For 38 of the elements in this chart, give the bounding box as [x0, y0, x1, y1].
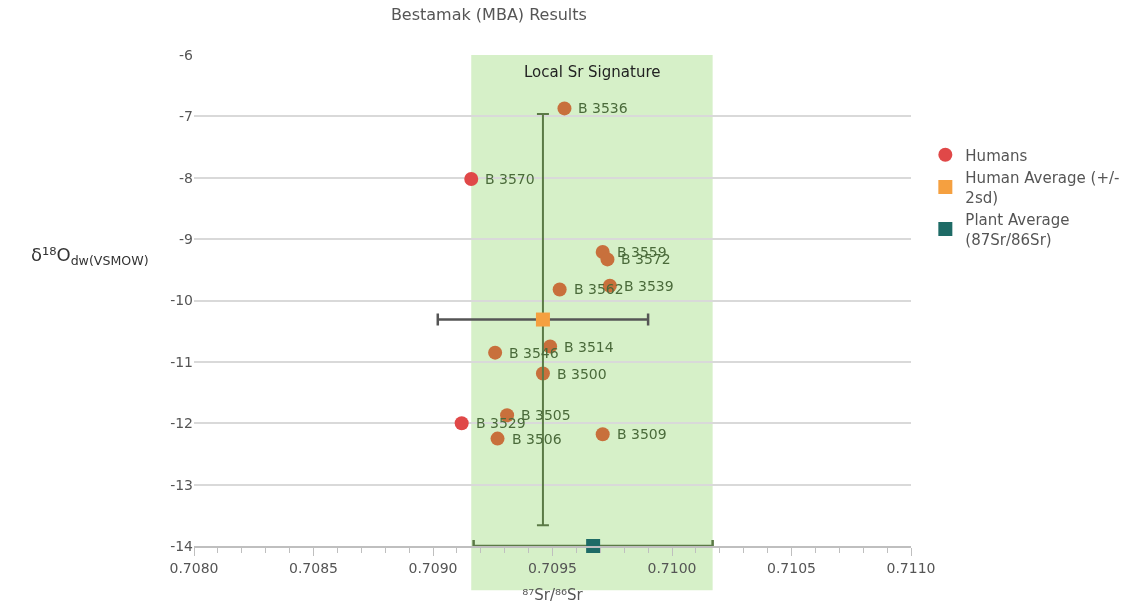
- point: [535, 312, 550, 327]
- x-tick-label: 0.7100: [647, 559, 697, 576]
- annotation: B 3509: [617, 426, 667, 442]
- x-tick-label: 0.7095: [528, 559, 577, 576]
- point: [454, 416, 469, 431]
- x-tick-label: 0.7080: [169, 559, 219, 576]
- x-tick-label: 0.7110: [886, 559, 936, 576]
- legend-label: Human Average (+/- 2sd): [965, 169, 1120, 207]
- y-tick-label: -6: [179, 46, 194, 63]
- annotation: B 3514: [564, 339, 614, 355]
- x-tick-label: 0.7085: [289, 559, 338, 576]
- y-tick-label: -10: [170, 292, 193, 309]
- x-tick-label: 0.7090: [408, 559, 458, 576]
- y-tick-label: -7: [179, 108, 193, 125]
- point: [600, 252, 615, 267]
- y-tick-label: -13: [170, 476, 193, 493]
- point: [490, 431, 505, 446]
- y-tick-label: -8: [179, 169, 193, 186]
- legend-label: Humans: [965, 146, 1028, 165]
- x-axis-title: ⁸⁷Sr/⁸⁶Sr: [522, 586, 584, 605]
- point: [464, 171, 479, 186]
- point: [557, 101, 572, 116]
- annotation: B 3570: [485, 171, 535, 187]
- band-label: Local Sr Signature: [524, 63, 661, 81]
- y-tick-label: -9: [179, 231, 193, 248]
- y-axis-title: δ¹⁸O$_{dw(VSMOW)}$: [31, 244, 149, 268]
- chart-title: Bestamak (MBA) Results: [390, 5, 587, 25]
- point: [488, 345, 503, 360]
- legend-label: Plant Average (87Sr/86Sr): [965, 211, 1070, 249]
- annotation: B 3539: [624, 278, 674, 294]
- y-tick-label: -11: [170, 353, 193, 370]
- point: [552, 282, 567, 297]
- annotation: B 3500: [557, 366, 607, 382]
- y-tick-label: -14: [170, 537, 194, 554]
- x-tick-label: 0.7105: [767, 559, 816, 576]
- annotation: B 3536: [578, 100, 628, 116]
- y-tick-label: -12: [170, 415, 193, 432]
- point: [595, 427, 610, 442]
